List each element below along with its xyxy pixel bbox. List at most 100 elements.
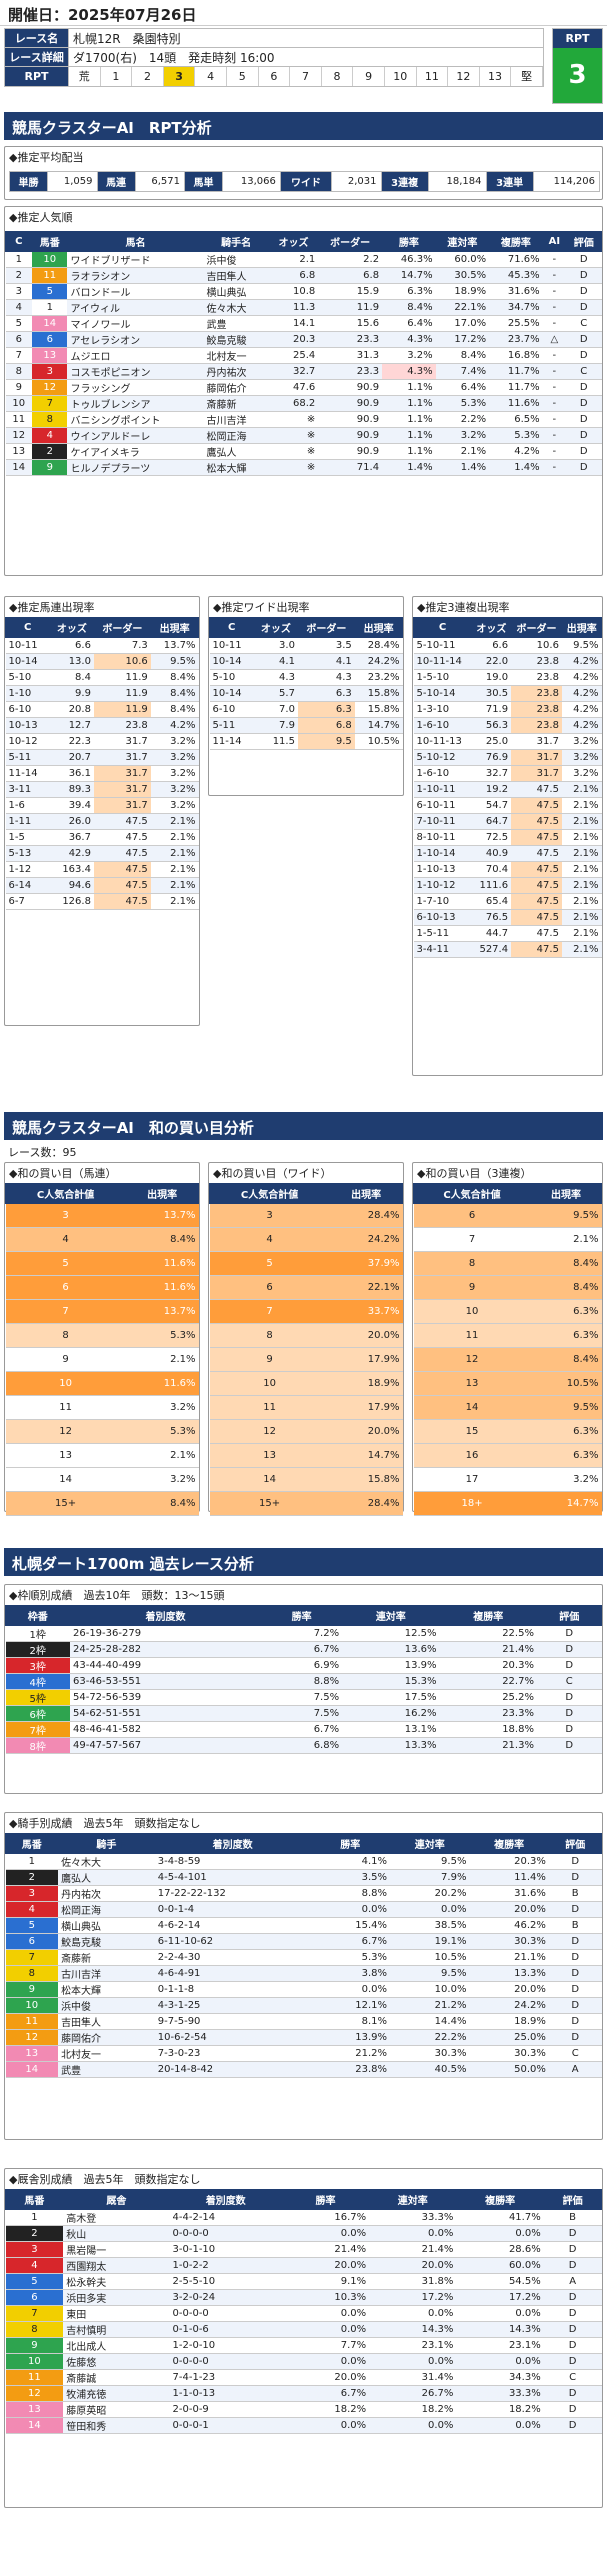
sum-value: 10 xyxy=(413,1299,531,1324)
table-row: 11 3.2% xyxy=(5,1395,199,1420)
table-cell: 23.8 xyxy=(511,701,562,718)
table-row: 6-10 20.8 11.9 8.4% xyxy=(5,701,199,718)
table-cell: 9.5% xyxy=(561,637,602,654)
column-header: C xyxy=(4,617,51,638)
avg-payout-table: 単勝 1,059 馬連 6,571 馬単 13,066 ワイド 2,031 3連複 18,184 3… xyxy=(8,171,601,192)
table-cell: 7-3-0-23 xyxy=(154,2045,311,2062)
table-cell: 20.7 xyxy=(49,749,94,766)
table-cell: 6枠 xyxy=(5,1705,70,1722)
sum-value: 10 xyxy=(209,1371,330,1396)
table-cell: 3-0-1-10 xyxy=(169,2241,282,2258)
table-cell: 11 xyxy=(5,2013,59,2030)
table-row: 12 20.0% xyxy=(209,1419,403,1444)
border: 2.2 xyxy=(318,251,383,268)
place-rate: 2.1% xyxy=(435,443,490,460)
table-cell: 1-6-10 xyxy=(413,765,472,782)
table-cell: 20.3% xyxy=(439,1657,537,1674)
evaluation: D xyxy=(565,347,602,364)
column-header: 複勝率 xyxy=(455,2189,545,2210)
column-header: ボーダー xyxy=(510,617,563,638)
evaluation: D xyxy=(565,379,602,396)
table-cell: 42.9 xyxy=(49,845,94,862)
appearance-rate: 13.7% xyxy=(125,1299,199,1324)
rpt-scale-cell: 6 xyxy=(259,67,291,86)
table-row: 1-7-10 65.4 47.5 2.1% xyxy=(413,893,602,910)
table-cell: 7 xyxy=(5,1949,59,1966)
place-rate: 8.4% xyxy=(435,347,490,364)
place-rate: 17.0% xyxy=(435,315,490,332)
table-cell: 0.0% xyxy=(310,1901,391,1918)
column-header: 出現率 xyxy=(150,617,199,638)
table-row: 2枠 24-25-28-282 6.7% 13.6% 21.4% D xyxy=(5,1641,602,1658)
column-header: C人気合計値 xyxy=(412,1183,532,1204)
table-cell: 22.7% xyxy=(439,1673,537,1690)
table-cell: 0.0% xyxy=(456,2417,544,2434)
column-header: 複勝率 xyxy=(488,231,544,252)
table-row: 7 13.7% xyxy=(5,1299,199,1324)
evaluation: D xyxy=(565,443,602,460)
table-cell: D xyxy=(536,1705,602,1722)
table-cell: 6-7 xyxy=(5,893,50,910)
payout-value: 2,031 xyxy=(331,171,382,192)
show-rate: 1.4% xyxy=(489,459,543,476)
table-cell: 7.7% xyxy=(281,2337,370,2354)
table-cell: 12.5% xyxy=(342,1625,440,1642)
table-cell: 30.5 xyxy=(471,685,512,702)
table-cell: 18.2% xyxy=(281,2401,370,2418)
table-cell: 2.1% xyxy=(561,877,602,894)
table-cell: 6-10 xyxy=(209,701,254,718)
odds: ※ xyxy=(268,427,319,444)
evaluation: D xyxy=(565,299,602,316)
show-rate: 45.3% xyxy=(489,267,543,284)
table-cell: D xyxy=(536,1625,602,1642)
column-header: C xyxy=(5,231,33,252)
table-cell: 28.6% xyxy=(456,2241,544,2258)
appearance-rate: 8.4% xyxy=(530,1275,602,1300)
appearance-rate: 2.1% xyxy=(530,1227,602,1252)
table-cell: 佐藤悠 xyxy=(63,2353,170,2370)
border: 11.9 xyxy=(318,299,383,316)
table-row: 6-14 94.6 47.5 2.1% xyxy=(5,877,199,894)
table-cell: 8.4% xyxy=(150,685,199,702)
table-cell: 2.1% xyxy=(561,909,602,926)
table-cell: 89.3 xyxy=(49,781,94,798)
table-cell: 5-10-14 xyxy=(413,685,472,702)
table-cell: 47.5 xyxy=(511,925,562,942)
table-row: 6 22.1% xyxy=(209,1275,403,1300)
column-header: 評価 xyxy=(565,231,602,252)
table-cell: 17.2% xyxy=(369,2289,457,2306)
table-cell: 7 xyxy=(5,2305,64,2322)
horse-number: 13 xyxy=(32,347,68,364)
payout-value: 114,206 xyxy=(532,171,601,192)
table-row: 7 33.7% xyxy=(209,1299,403,1324)
table-cell: 11.9 xyxy=(93,701,151,718)
table-cell: 2枠 xyxy=(5,1641,70,1658)
table-cell: 13 xyxy=(5,2401,64,2418)
column-header: 枠番 xyxy=(4,1605,71,1626)
table-row: 1-3-10 71.9 23.8 4.2% xyxy=(413,701,602,718)
column-header: 出現率 xyxy=(329,1183,403,1204)
table-cell: 527.4 xyxy=(471,941,512,958)
table-cell: 6.6 xyxy=(49,637,94,654)
sum-value: 15+ xyxy=(209,1491,330,1516)
table-cell: D xyxy=(536,1737,602,1754)
race-name: 札幌12R 桑園特別 xyxy=(68,28,544,48)
page-header: 開催日：2025年07月26日 xyxy=(0,0,607,26)
rpt-scale-cell: 9 xyxy=(353,67,385,86)
table-cell: 1-10-11 xyxy=(413,781,472,798)
win-rate: 6.3% xyxy=(382,283,436,300)
table-row: 6-7 126.8 47.5 2.1% xyxy=(5,893,199,910)
table-cell: 7枠 xyxy=(5,1721,70,1738)
table-cell: 9 xyxy=(5,1981,59,1998)
popularity-rank: 2 xyxy=(5,267,33,284)
place-rate: 1.4% xyxy=(435,459,490,476)
sum-wide-box: ◆和の買い目（ワイド） C人気合計値 出現率 3 28.4% 4 24.2% 5 37.9% 6… xyxy=(208,1162,404,1516)
table-cell: 13 xyxy=(5,2045,59,2062)
show-rate: 71.6% xyxy=(489,251,543,268)
appearance-rate: 3.2% xyxy=(125,1395,199,1420)
appearance-rate: 15.8% xyxy=(329,1467,403,1492)
sum-value: 13 xyxy=(5,1443,126,1468)
popularity-rank: 13 xyxy=(5,443,33,460)
table-cell: 22.5% xyxy=(439,1625,537,1642)
ai-mark: - xyxy=(542,427,566,444)
